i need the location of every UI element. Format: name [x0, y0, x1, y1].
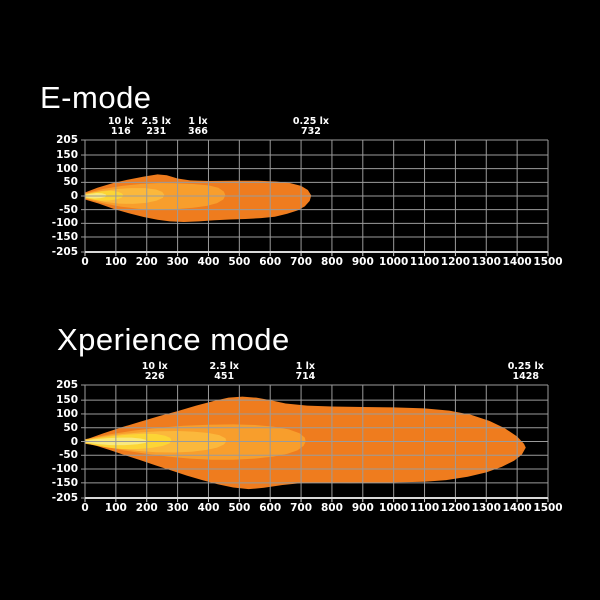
- y-tick-label: 205: [56, 378, 78, 391]
- e-mode-chart: E-mode 0 100 200 300 400 500 600 700 800 900 1000 1…: [0, 78, 600, 278]
- y-tick-label: 50: [63, 421, 78, 434]
- lux-marker-distance: 231: [146, 126, 167, 137]
- lux-marker-distance: 116: [110, 126, 131, 137]
- x-tick-label: 900: [351, 502, 374, 514]
- x-tick-label: 1300: [471, 502, 501, 514]
- x-tick-label: 1300: [471, 256, 501, 268]
- lux-marker: 10 lx 226: [142, 362, 168, 382]
- x-tick-label: 600: [259, 502, 282, 514]
- x-tick-label: 0: [81, 256, 89, 268]
- lux-marker-distance: 1428: [512, 371, 539, 382]
- x-tick-label: 400: [197, 502, 220, 514]
- lux-marker-distance: 451: [214, 371, 235, 382]
- x-tick-label: 1100: [409, 502, 440, 514]
- e-mode-beam-svg: [85, 140, 548, 252]
- x-tick-label: 300: [166, 256, 189, 268]
- xperience-mode-chart: Xperience mode 0 100 200 300 400 500 600 700 800…: [0, 320, 600, 530]
- lux-marker-distance: 732: [301, 126, 321, 137]
- x-tick-label: 300: [166, 502, 189, 514]
- x-tick-label: 700: [290, 502, 313, 514]
- x-tick-label: 200: [135, 502, 158, 514]
- x-tick-label: 1000: [379, 256, 409, 268]
- lux-marker-level: 0.25 lx: [292, 116, 330, 127]
- x-tick-label: 800: [320, 256, 343, 268]
- x-tick-label: 900: [351, 256, 374, 268]
- y-tick-label: -150: [51, 230, 78, 243]
- lux-marker-level: 10 lx: [141, 361, 168, 372]
- lux-marker: 0.25 lx 732: [293, 117, 329, 137]
- xperience-mode-plot-area: 0 100 200 300 400 500 600 700 800 900 1000 1100 1200…: [52, 362, 563, 514]
- y-tick-label: -100: [51, 217, 78, 230]
- x-tick-label: 500: [228, 502, 251, 514]
- y-tick-label: 0: [70, 435, 78, 448]
- y-tick-label: 100: [56, 407, 78, 420]
- x-tick-label: 1100: [409, 256, 440, 268]
- xperience-mode-beam-svg: [85, 385, 548, 498]
- x-tick-label: 600: [259, 256, 282, 268]
- x-tick-label: 700: [290, 256, 313, 268]
- y-tick-label: -205: [51, 491, 78, 504]
- xperience-mode-title: Xperience mode: [57, 322, 290, 357]
- y-tick-label: 0: [70, 189, 78, 202]
- lux-marker: 0.25 lx 1428: [508, 362, 544, 382]
- x-tick-label: 200: [135, 256, 158, 268]
- lux-marker: 2.5 lx 451: [209, 362, 239, 382]
- x-tick-label: 0: [81, 502, 89, 514]
- y-tick-label: -50: [59, 203, 78, 216]
- x-tick-label: 100: [104, 502, 127, 514]
- y-tick-label: -50: [59, 449, 78, 462]
- x-tick-label: 1500: [533, 502, 563, 514]
- y-tick-label: -150: [51, 476, 78, 489]
- lux-marker: 1 lx 714: [295, 362, 315, 382]
- lux-marker-distance: 714: [295, 371, 316, 382]
- lux-marker: 2.5 lx 231: [142, 117, 172, 137]
- e-mode-title: E-mode: [40, 80, 152, 115]
- y-tick-label: 205: [56, 133, 78, 146]
- e-mode-plot-area: 0 100 200 300 400 500 600 700 800 900 1000 1100 1200…: [52, 117, 563, 268]
- lux-marker-distance: 226: [144, 371, 165, 382]
- y-tick-label: 150: [56, 393, 78, 406]
- lux-marker-distance: 366: [188, 126, 208, 137]
- x-tick-label: 1500: [533, 256, 563, 268]
- x-tick-label: 1400: [502, 256, 532, 268]
- y-tick-label: 150: [56, 148, 78, 161]
- x-tick-label: 100: [104, 256, 127, 268]
- lux-marker: 1 lx 366: [188, 117, 208, 137]
- y-tick-label: -205: [51, 245, 78, 258]
- y-tick-label: -100: [51, 462, 78, 475]
- lux-marker-level: 1 lx: [295, 361, 316, 372]
- lux-marker-level: 0.25 lx: [507, 361, 544, 372]
- x-tick-label: 1200: [440, 502, 471, 514]
- x-tick-label: 1000: [379, 502, 409, 514]
- y-tick-label: 100: [56, 162, 78, 175]
- x-tick-label: 800: [320, 502, 343, 514]
- x-tick-label: 1200: [440, 256, 471, 268]
- x-tick-label: 400: [197, 256, 220, 268]
- lux-marker-level: 2.5 lx: [141, 116, 172, 127]
- beam-0.25lx-contour: [85, 396, 526, 490]
- lux-marker-level: 2.5 lx: [209, 361, 239, 372]
- lux-marker-level: 1 lx: [188, 116, 208, 127]
- y-tick-label: 50: [63, 176, 78, 189]
- x-tick-label: 500: [228, 256, 251, 268]
- lux-marker-level: 10 lx: [107, 116, 134, 127]
- lux-marker: 10 lx 116: [108, 117, 134, 137]
- x-tick-label: 1400: [502, 502, 532, 514]
